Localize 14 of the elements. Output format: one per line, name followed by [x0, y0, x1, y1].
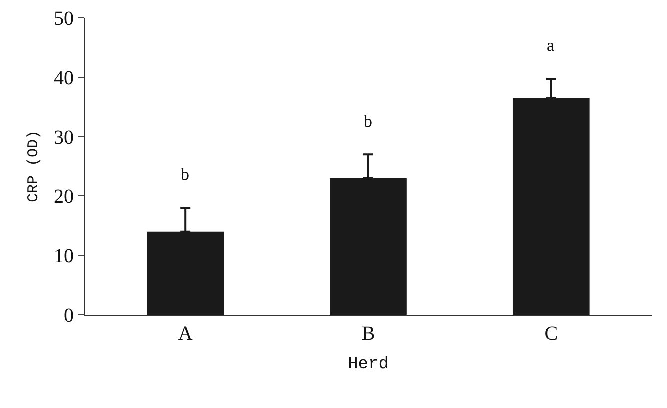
y-tick-label: 50: [54, 8, 74, 30]
annotation: b: [364, 112, 372, 131]
y-tick-label: 20: [54, 186, 74, 208]
x-axis-title: Herd: [348, 355, 389, 374]
y-tick-label: 30: [54, 126, 74, 149]
x-tick-label: A: [178, 323, 194, 345]
annotation: a: [547, 36, 555, 55]
y-axis-title: CRP (OD): [25, 130, 42, 203]
x-tick-label: B: [362, 323, 376, 345]
y-tick-label: 10: [54, 246, 74, 268]
x-tick-label: C: [544, 323, 558, 345]
annotation: b: [181, 165, 190, 184]
y-tick-label: 40: [54, 67, 74, 90]
y-tick-label: 0: [64, 305, 74, 327]
